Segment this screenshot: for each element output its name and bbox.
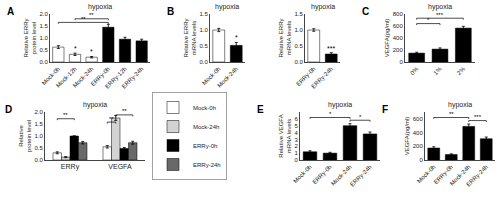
svg-text:**: ** <box>109 116 114 122</box>
svg-text:***: *** <box>474 114 482 120</box>
svg-text:ERRy-12h: ERRy-12h <box>104 66 128 90</box>
svg-text:ERRy-0h: ERRy-0h <box>193 143 217 149</box>
svg-text:Relative VEGFAmRNA levels: Relative VEGFAmRNA levels <box>278 114 292 157</box>
svg-text:1.5: 1.5 <box>34 121 43 127</box>
svg-text:**: ** <box>81 16 86 22</box>
svg-text:*: * <box>74 45 77 52</box>
svg-text:Mock-24h: Mock-24h <box>193 124 219 130</box>
svg-text:hypoxia: hypoxia <box>448 101 472 109</box>
svg-text:**: ** <box>63 112 68 118</box>
svg-text:600: 600 <box>413 116 424 122</box>
svg-text:1.5: 1.5 <box>199 11 208 17</box>
svg-text:600: 600 <box>393 23 404 29</box>
svg-text:F: F <box>382 104 388 115</box>
svg-text:0.5: 0.5 <box>199 43 208 49</box>
svg-text:Mock-0h: Mock-0h <box>292 164 313 185</box>
svg-text:***: *** <box>327 45 335 52</box>
svg-text:0.5: 0.5 <box>39 47 48 53</box>
svg-text:*: * <box>235 34 238 41</box>
svg-text:6: 6 <box>294 116 298 122</box>
svg-text:ERRy-24h: ERRy-24h <box>193 162 221 168</box>
svg-text:0.5: 0.5 <box>294 43 303 49</box>
svg-text:VEGFA(pg/ml): VEGFA(pg/ml) <box>404 117 410 156</box>
svg-text:VEGFA: VEGFA <box>108 163 132 170</box>
svg-text:1.0: 1.0 <box>294 27 303 33</box>
svg-text:Relative ERRymRNA levels: Relative ERRymRNA levels <box>183 18 197 57</box>
svg-text:A: A <box>7 6 14 17</box>
svg-text:1.0: 1.0 <box>34 133 43 139</box>
svg-text:Relativeprotein level: Relativeprotein level <box>18 120 32 152</box>
svg-text:5: 5 <box>294 123 298 129</box>
svg-text:Relative ERRymRNA levels: Relative ERRymRNA levels <box>278 18 292 57</box>
svg-text:0: 0 <box>419 157 423 163</box>
svg-text:**: ** <box>89 12 94 18</box>
svg-text:*: * <box>90 48 93 55</box>
svg-text:hypoxia: hypoxia <box>83 101 107 109</box>
svg-text:**: ** <box>122 108 127 114</box>
svg-text:hypoxia: hypoxia <box>215 3 239 11</box>
svg-text:hypoxia: hypoxia <box>311 3 335 11</box>
svg-text:*: * <box>329 111 332 117</box>
svg-text:Mock-12h: Mock-12h <box>55 66 78 89</box>
svg-text:0.0: 0.0 <box>34 157 43 163</box>
svg-text:1.0: 1.0 <box>39 35 48 41</box>
svg-text:ERRy-0h: ERRy-0h <box>295 66 316 87</box>
svg-text:1%: 1% <box>432 65 443 76</box>
svg-text:Relative ERRyprotein level: Relative ERRyprotein level <box>23 18 37 57</box>
svg-text:400: 400 <box>393 35 404 41</box>
svg-text:Mock-0h: Mock-0h <box>201 66 222 87</box>
svg-text:1.0: 1.0 <box>199 27 208 33</box>
svg-text:ERRy-24h: ERRy-24h <box>349 164 373 188</box>
svg-text:C: C <box>362 6 369 17</box>
svg-text:3: 3 <box>294 137 298 143</box>
svg-text:Mock-24h: Mock-24h <box>72 66 95 89</box>
svg-text:2: 2 <box>294 143 298 149</box>
svg-text:ERRy-0h: ERRy-0h <box>90 66 111 87</box>
svg-text:2.0: 2.0 <box>39 11 48 17</box>
svg-text:D: D <box>5 104 12 115</box>
svg-text:ERRy-0h: ERRy-0h <box>311 164 332 185</box>
svg-text:ERRy-24h: ERRy-24h <box>121 66 145 90</box>
svg-text:0: 0 <box>399 59 403 65</box>
svg-text:hypoxia: hypoxia <box>328 101 352 109</box>
svg-text:2.0: 2.0 <box>34 109 43 115</box>
svg-text:*: * <box>427 17 430 23</box>
svg-text:E: E <box>257 104 264 115</box>
svg-text:0%: 0% <box>409 65 420 76</box>
svg-text:200: 200 <box>413 143 424 149</box>
svg-text:Mock-0h: Mock-0h <box>416 164 437 185</box>
svg-text:0.0: 0.0 <box>199 59 208 65</box>
svg-text:*: * <box>359 114 362 120</box>
svg-text:ERRy: ERRy <box>61 163 80 171</box>
svg-text:hypoxia: hypoxia <box>88 3 112 11</box>
svg-text:800: 800 <box>393 11 404 17</box>
svg-text:1.5: 1.5 <box>294 11 303 17</box>
svg-text:0.0: 0.0 <box>39 59 48 65</box>
svg-text:Mock-24h: Mock-24h <box>216 66 239 89</box>
svg-text:ERRy-0h: ERRy-0h <box>433 164 454 185</box>
svg-text:VEGFA(pg/ml): VEGFA(pg/ml) <box>384 19 390 58</box>
svg-text:400: 400 <box>413 130 424 136</box>
svg-text:hypoxia: hypoxia <box>428 3 452 11</box>
svg-text:0.5: 0.5 <box>34 145 43 151</box>
svg-text:0.0: 0.0 <box>294 59 303 65</box>
svg-text:0: 0 <box>294 157 298 163</box>
svg-text:**: ** <box>449 111 454 117</box>
svg-text:B: B <box>167 6 174 17</box>
svg-text:Mock-24h: Mock-24h <box>449 164 472 187</box>
svg-text:ERRy-24h: ERRy-24h <box>310 66 334 90</box>
svg-text:2%: 2% <box>456 65 467 76</box>
svg-text:Mock-0h: Mock-0h <box>41 66 62 87</box>
svg-text:***: *** <box>436 12 444 18</box>
svg-text:200: 200 <box>393 47 404 53</box>
svg-text:4: 4 <box>294 130 298 136</box>
svg-text:1: 1 <box>294 150 298 156</box>
svg-text:Mock-0h: Mock-0h <box>193 105 216 111</box>
svg-text:ERRy-24h: ERRy-24h <box>465 164 489 188</box>
svg-text:1.5: 1.5 <box>39 23 48 29</box>
svg-text:Mock-24h: Mock-24h <box>330 164 353 187</box>
